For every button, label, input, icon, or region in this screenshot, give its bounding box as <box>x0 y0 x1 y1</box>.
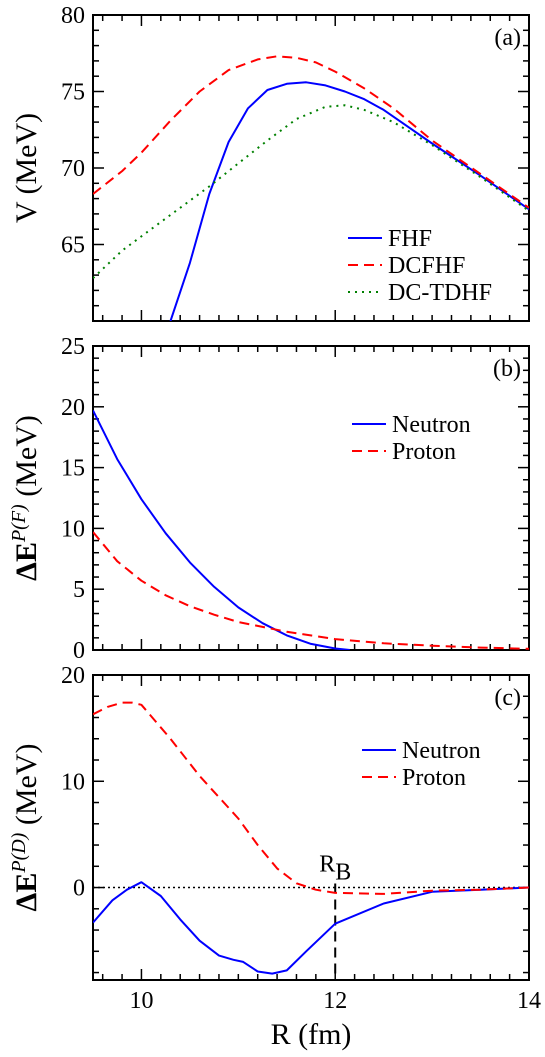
series-line-proton <box>93 531 529 650</box>
y-tick-label: 20 <box>61 395 85 421</box>
y-tick-label: 65 <box>61 233 85 259</box>
legend-label: DCFHF <box>388 253 465 279</box>
y-tick-label: 10 <box>61 769 85 795</box>
series-line-proton <box>93 701 529 895</box>
y-tick-label: 15 <box>61 456 85 482</box>
series-line-neutron <box>93 409 350 650</box>
panel-label: (c) <box>494 685 521 711</box>
y-tick-label: 0 <box>73 638 85 664</box>
y-tick-label: 10 <box>61 516 85 542</box>
y-tick-label: 25 <box>61 334 85 360</box>
x-tick-label: 14 <box>517 988 541 1014</box>
legend-label: Neutron <box>392 412 471 438</box>
y-tick-label: 80 <box>61 3 85 29</box>
y-tick-label: 75 <box>61 80 85 106</box>
x-tick-label: 12 <box>323 988 347 1014</box>
panel-label: (b) <box>493 356 521 382</box>
legend-label: FHF <box>388 226 432 252</box>
plot-frame <box>92 345 530 651</box>
series-line-neutron <box>93 881 529 975</box>
plot-frame <box>92 674 530 981</box>
y-tick-label: 0 <box>73 876 85 902</box>
legend-label: DC-TDHF <box>388 280 492 306</box>
panel-label: (a) <box>494 25 521 51</box>
series-line-fhf <box>169 81 529 321</box>
panel-c: 0 10 20 10 12 14 R (fm) ΔEP(D) (MeV) (c) RB Neutro… <box>8 663 541 1051</box>
x-tick-label: 10 <box>129 988 153 1014</box>
y-axis-title: V (MeV) <box>10 113 43 223</box>
y-axis-title: ΔEP(D) (MeV) <box>8 744 43 912</box>
y-tick-label: 5 <box>73 577 85 603</box>
legend-label: Proton <box>392 439 456 465</box>
barrier-label: RB <box>319 852 351 886</box>
y-tick-label: 20 <box>61 663 85 689</box>
legend-label: Neutron <box>402 738 481 764</box>
x-axis-title: R (fm) <box>271 1018 352 1051</box>
y-axis-title: ΔEP(F) (MeV) <box>8 415 43 581</box>
series-line-dcfhf <box>93 55 529 209</box>
y-tick-label: 70 <box>61 156 85 182</box>
legend-label: Proton <box>402 765 466 791</box>
